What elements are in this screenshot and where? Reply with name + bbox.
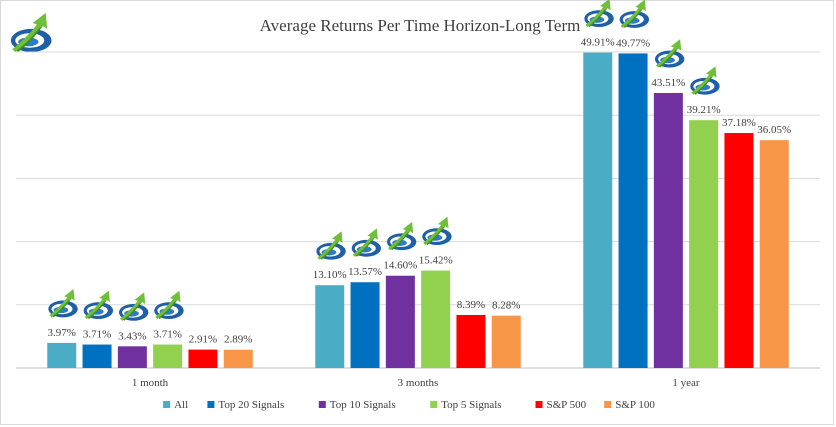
legend-label: Top 5 Signals: [441, 399, 501, 411]
bar: [47, 342, 77, 368]
growth-arrow-logo-icon: [386, 221, 417, 251]
bar: [82, 344, 112, 368]
bar: [223, 349, 253, 368]
chart-title: Average Returns Per Time Horizon-Long Te…: [260, 16, 581, 35]
bar: [491, 315, 521, 368]
category-label: 1 year: [672, 377, 700, 389]
data-label: 43.51%: [651, 77, 685, 89]
data-label: 13.57%: [348, 266, 382, 278]
legend-item: Top 5 Signals: [430, 399, 502, 411]
bar: [724, 133, 754, 368]
bar: [759, 140, 789, 368]
legend: All Top 20 Signals Top 10 Signals Top 5 Sig…: [163, 399, 655, 411]
data-label: 37.18%: [722, 117, 756, 129]
legend-swatch: [318, 401, 326, 408]
growth-arrow-logo-icon: [654, 39, 685, 68]
bar: [689, 120, 719, 368]
legend-swatch: [604, 401, 612, 408]
data-label: 36.05%: [757, 124, 791, 136]
data-label: 15.42%: [419, 255, 453, 267]
bar: [153, 344, 183, 368]
bars-group: [47, 52, 789, 369]
bar: [385, 275, 415, 368]
data-label: 3.97%: [48, 327, 76, 339]
bar: [618, 53, 648, 368]
growth-arrow-logo-icon: [48, 289, 78, 318]
growth-arrow-logo-icon: [83, 290, 114, 320]
bar: [583, 52, 613, 369]
legend-label: All: [174, 399, 188, 411]
legend-swatch: [430, 401, 438, 408]
data-label: 8.28%: [492, 300, 520, 312]
legend-item: S&P 500: [535, 399, 587, 411]
growth-arrow-logo-icon: [619, 0, 650, 28]
legend-label: Top 20 Signals: [218, 399, 284, 411]
growth-arrow-logo-icon: [351, 228, 382, 257]
data-label: 8.39%: [457, 299, 485, 311]
category-labels-group: 1 month 3 months 1 year: [132, 377, 700, 389]
legend-item: S&P 100: [604, 399, 655, 411]
legend-label: Top 10 Signals: [330, 399, 396, 411]
bar: [188, 349, 218, 368]
value-labels-group: 3.97% 3.71% 3.43% 3.71% 2.91% 2.89% 13.10% 13.5…: [48, 37, 792, 346]
bar: [456, 314, 486, 368]
data-label: 3.71%: [153, 329, 181, 341]
growth-arrow-logo-icon: [118, 292, 149, 321]
data-label: 2.91%: [189, 334, 217, 346]
legend-swatch: [163, 401, 171, 408]
legend-item: Top 10 Signals: [318, 399, 396, 411]
legend-item: Top 20 Signals: [207, 399, 284, 411]
data-label: 14.60%: [383, 260, 417, 272]
data-label: 3.71%: [83, 329, 111, 341]
data-label: 49.91%: [581, 37, 615, 49]
legend-label: S&P 100: [615, 399, 655, 411]
legend-label: S&P 500: [547, 399, 587, 411]
data-label: 2.89%: [224, 334, 252, 346]
bar: [315, 285, 345, 368]
category-label: 3 months: [398, 377, 439, 389]
data-label: 13.10%: [313, 269, 347, 281]
legend-item: All: [163, 399, 188, 411]
bar: [653, 93, 683, 369]
bar: [350, 282, 380, 368]
gridlines: [16, 51, 820, 369]
growth-arrow-logo-icon: [584, 0, 614, 28]
growth-arrow-logo-icon: [690, 66, 720, 95]
growth-arrow-logo-icon: [10, 12, 52, 53]
bar: [421, 270, 451, 368]
data-label: 3.43%: [118, 330, 146, 342]
data-label: 39.21%: [687, 104, 721, 116]
growth-arrow-logo-icon: [316, 231, 346, 260]
growth-arrow-logo-icon: [422, 216, 452, 245]
bar: [117, 346, 147, 368]
category-label: 1 month: [132, 377, 169, 389]
legend-swatch: [535, 401, 543, 408]
legend-swatch: [207, 401, 215, 408]
data-label: 49.77%: [616, 37, 650, 49]
growth-arrow-logo-icon: [154, 290, 184, 320]
